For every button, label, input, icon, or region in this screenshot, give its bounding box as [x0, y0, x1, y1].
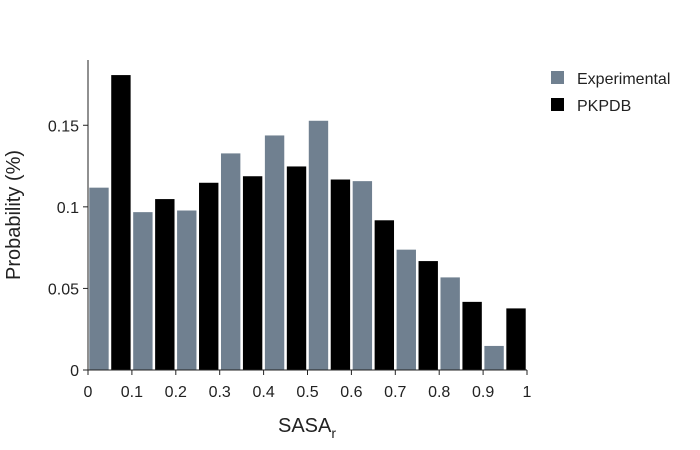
bars-layer	[88, 74, 527, 371]
x-tick-label: 1	[523, 384, 532, 401]
bar-pkpdb-6	[373, 219, 395, 371]
bar-experimental-5	[307, 119, 329, 371]
axes-layer	[87, 60, 527, 371]
x-axis-label-subscript: r	[331, 425, 336, 441]
x-tick-label: 0.5	[296, 384, 318, 401]
bar-experimental-0	[88, 186, 110, 371]
x-tick-label: 0	[84, 384, 93, 401]
y-tick-label: 0.15	[48, 118, 79, 135]
x-axis-label-main: SASA	[278, 415, 332, 437]
bar-pkpdb-3	[242, 175, 264, 371]
bar-pkpdb-4	[286, 165, 308, 371]
y-tick-label: 0.1	[57, 200, 79, 217]
bar-pkpdb-0	[110, 74, 132, 371]
x-tick-label: 0.6	[340, 384, 362, 401]
bar-experimental-6	[351, 180, 373, 371]
bar-experimental-4	[264, 134, 286, 371]
legend: Experimental PKPDB	[551, 71, 670, 115]
bar-experimental-2	[176, 209, 198, 371]
bar-pkpdb-8	[461, 301, 483, 371]
x-tick-label: 0.9	[472, 384, 494, 401]
y-axis-label: Probability (%)	[3, 150, 25, 280]
x-tick-label: 0.1	[121, 384, 143, 401]
bar-pkpdb-2	[198, 181, 220, 371]
bar-pkpdb-9	[505, 307, 527, 371]
x-tick-label: 0.7	[384, 384, 406, 401]
x-tick-label: 0.2	[165, 384, 187, 401]
legend-swatch-pkpdb	[551, 98, 564, 111]
y-ticks: 0 0.05 0.1 0.15	[48, 118, 88, 380]
bar-experimental-3	[220, 152, 242, 371]
x-tick-label: 0.4	[252, 384, 274, 401]
y-tick-label: 0	[70, 363, 79, 380]
x-tick-label: 0.8	[428, 384, 450, 401]
legend-swatch-experimental	[551, 71, 564, 84]
x-tick-label: 0.3	[209, 384, 231, 401]
y-tick-label: 0.05	[48, 281, 79, 298]
bar-pkpdb-5	[329, 178, 351, 371]
bar-experimental-9	[483, 345, 505, 371]
bar-experimental-8	[439, 276, 461, 371]
x-axis-label: SASAr	[278, 415, 336, 441]
legend-label-pkpdb: PKPDB	[577, 98, 631, 115]
x-ticks: 0 0.1 0.2 0.3 0.4 0.5 0.6 0.7 0.8 0.9 1	[84, 370, 532, 401]
bar-pkpdb-7	[417, 260, 439, 371]
bar-experimental-7	[395, 248, 417, 371]
bar-pkpdb-1	[154, 198, 176, 371]
legend-label-experimental: Experimental	[577, 71, 670, 88]
bar-experimental-1	[132, 211, 154, 371]
